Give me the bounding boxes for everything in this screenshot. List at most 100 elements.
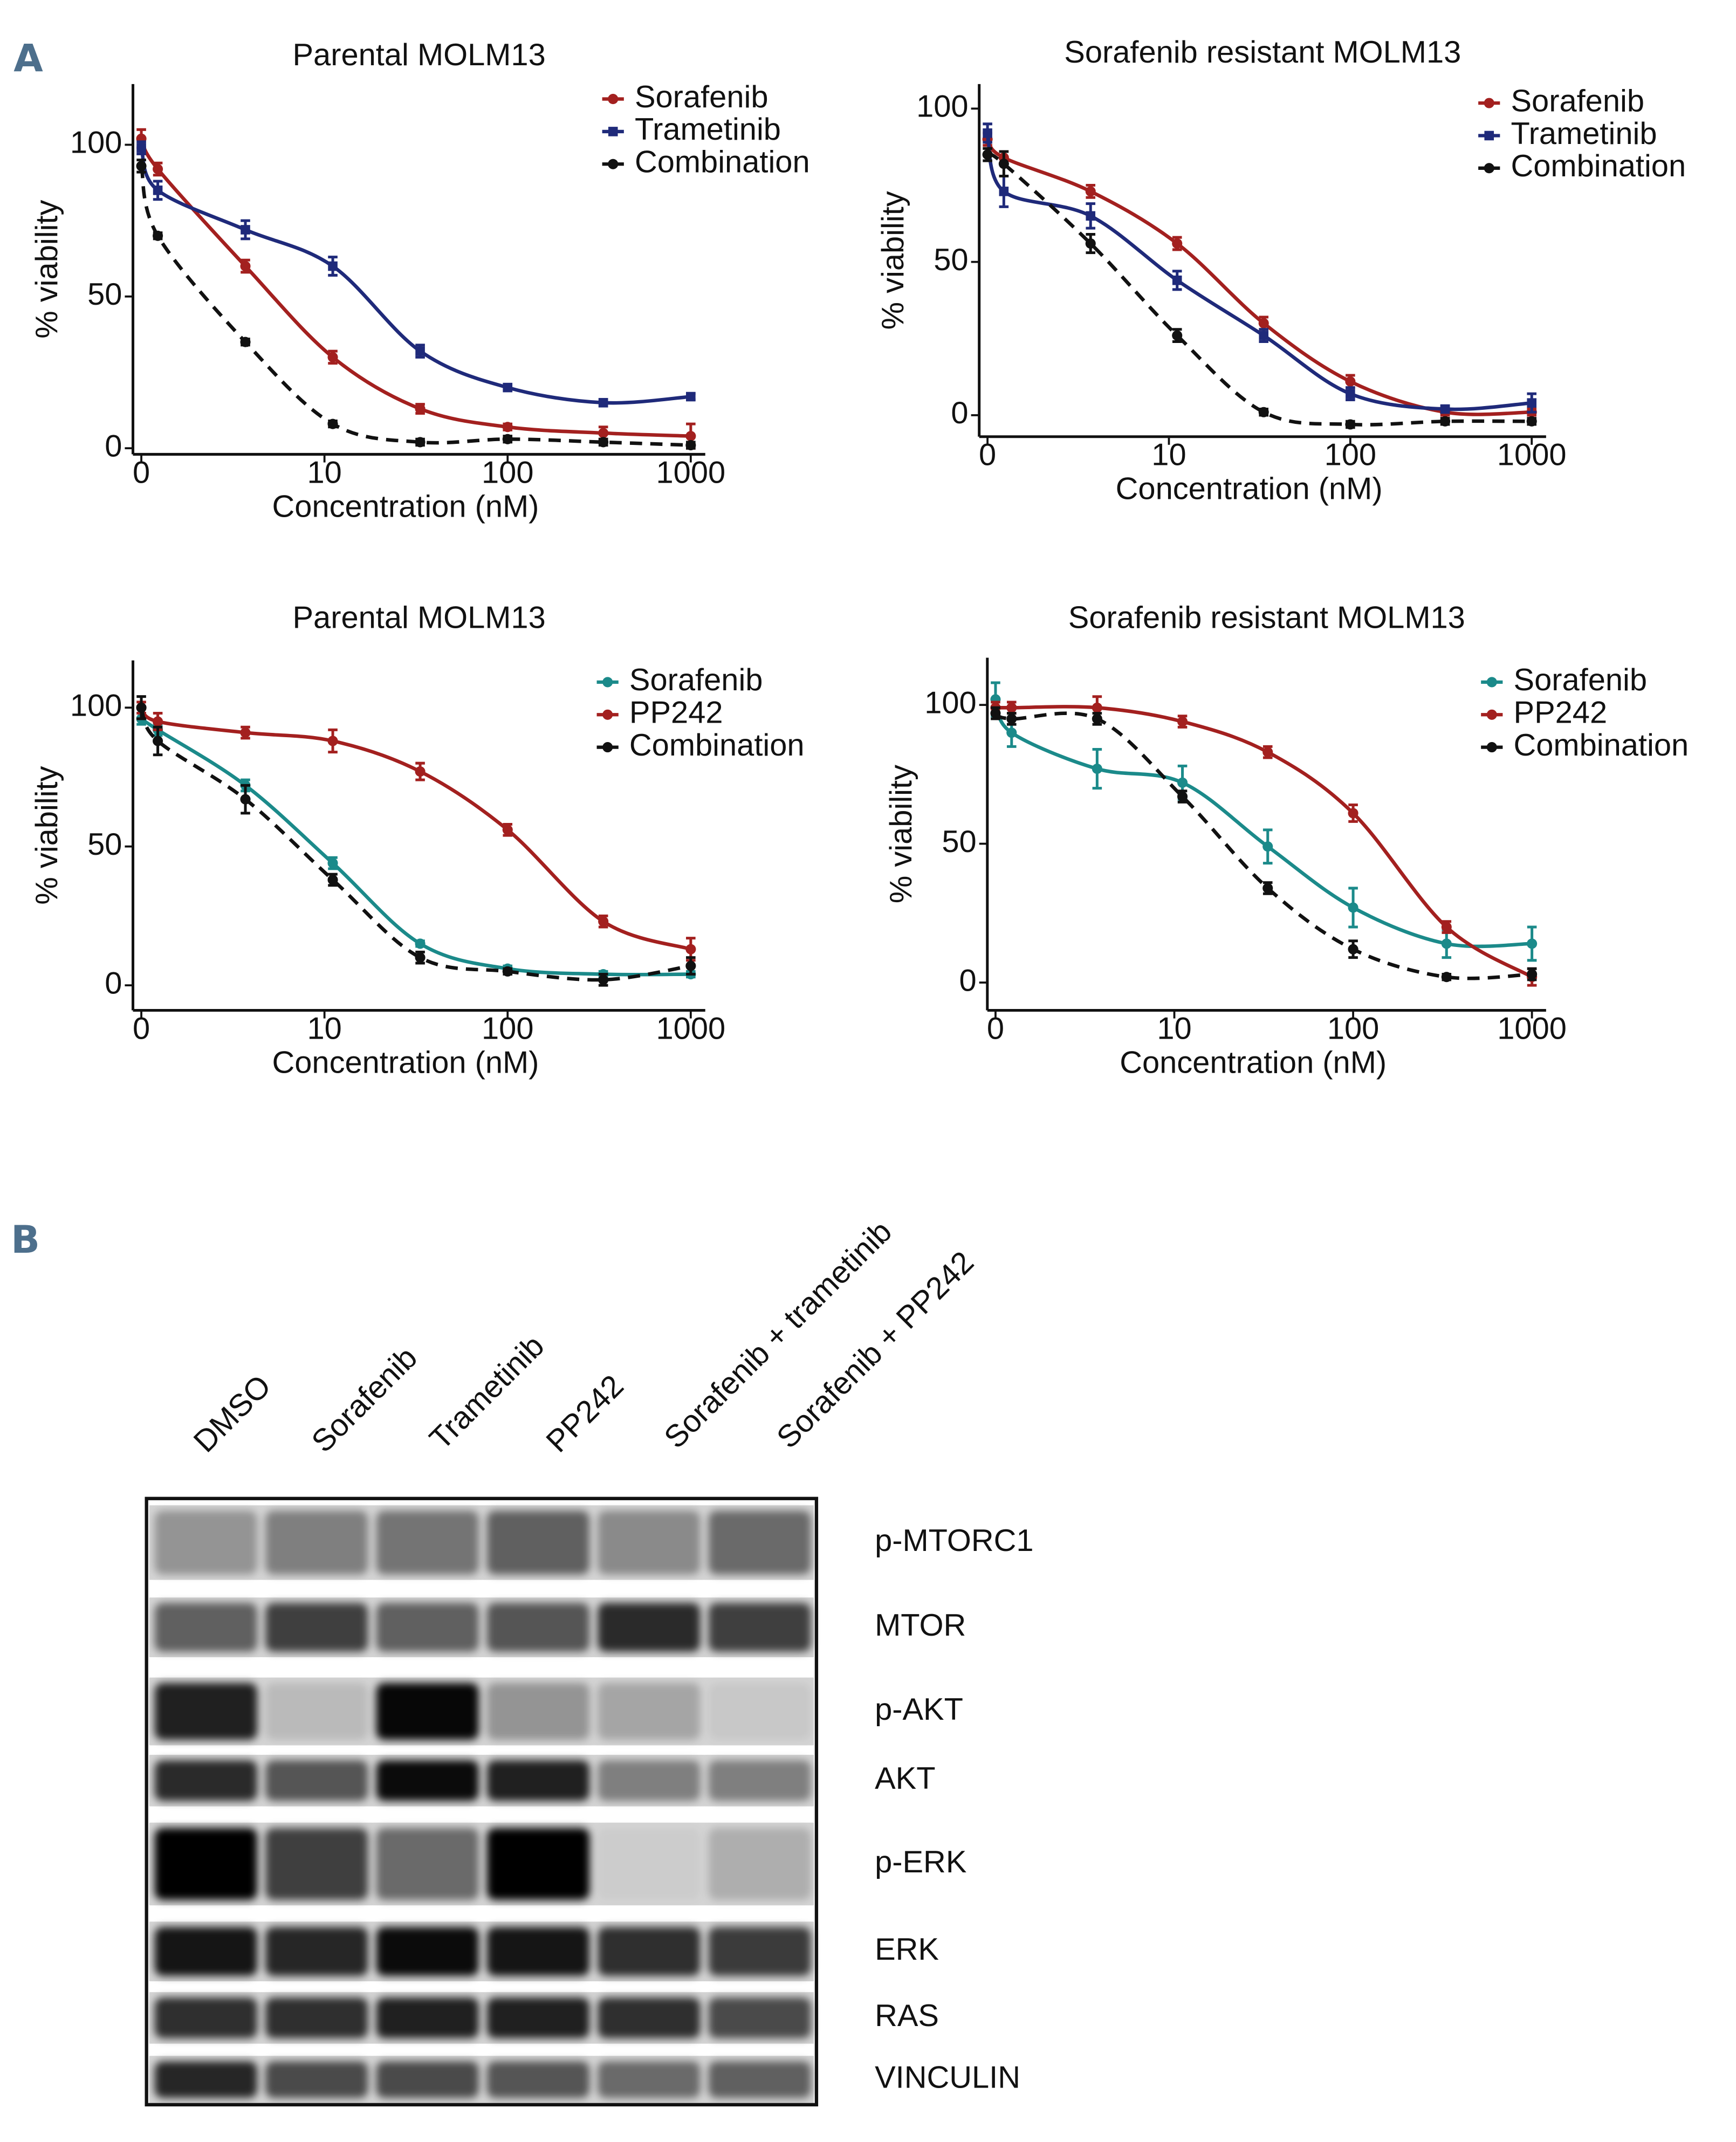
band <box>154 1828 258 1900</box>
blot-strip <box>149 2056 814 2104</box>
marker <box>998 159 1009 169</box>
blot-strip <box>149 1992 814 2044</box>
marker <box>153 736 163 746</box>
y-tick-label: 100 <box>924 685 976 720</box>
band <box>265 1828 368 1900</box>
band <box>486 1997 590 2038</box>
marker <box>415 403 426 414</box>
row-label: p-ERK <box>875 1845 966 1879</box>
y-tick-label: 50 <box>87 277 122 312</box>
marker <box>415 346 425 356</box>
marker <box>685 960 696 971</box>
band <box>598 1997 701 2038</box>
band <box>265 1997 368 2038</box>
marker <box>1258 318 1269 328</box>
band <box>154 1511 258 1575</box>
band <box>265 1511 368 1575</box>
band <box>708 1603 811 1652</box>
curve <box>986 138 1532 416</box>
marker <box>1172 330 1183 341</box>
marker <box>1348 902 1358 913</box>
legend-label: Sorafenib <box>635 80 768 114</box>
lane-label: Trametinib <box>423 1329 551 1457</box>
lane-label: PP242 <box>540 1369 630 1459</box>
band <box>265 2061 368 2098</box>
x-axis-label: Concentration (nM) <box>1120 1045 1387 1080</box>
curve <box>995 705 1533 979</box>
band <box>708 1927 811 1976</box>
row-label: MTOR <box>875 1608 966 1643</box>
band <box>265 1683 368 1740</box>
x-tick-label: 100 <box>482 455 533 490</box>
legend-marker <box>602 709 613 720</box>
x-tick-label: 0 <box>987 1011 1004 1046</box>
curve <box>994 711 1532 980</box>
x-tick-label: 0 <box>133 455 150 490</box>
y-axis-label: % viability <box>30 766 64 904</box>
legend-marker <box>1486 677 1497 688</box>
marker <box>153 230 163 241</box>
curve <box>985 133 1532 411</box>
marker <box>1259 331 1269 340</box>
band <box>376 1760 479 1801</box>
marker <box>1262 747 1273 758</box>
x-tick-label: 10 <box>1151 438 1186 472</box>
marker <box>327 352 338 362</box>
marker <box>598 428 609 438</box>
y-tick-label: 0 <box>105 429 122 463</box>
x-tick-label: 10 <box>307 455 341 490</box>
marker <box>1526 416 1537 427</box>
legend-marker <box>608 94 619 105</box>
marker <box>1006 713 1017 724</box>
band <box>486 2061 590 2098</box>
marker <box>1527 938 1538 949</box>
marker <box>1440 416 1451 427</box>
marker <box>502 825 513 835</box>
band <box>486 1828 590 1900</box>
legend-marker <box>608 127 618 136</box>
row-label: RAS <box>875 1999 939 2033</box>
legend-label: Combination <box>1514 728 1689 763</box>
legend-label: Sorafenib <box>629 663 763 697</box>
x-tick-label: 1000 <box>656 455 726 490</box>
x-axis-label: Concentration (nM) <box>272 1045 539 1080</box>
marker <box>1006 727 1017 738</box>
band <box>154 1760 258 1801</box>
blot-strip <box>149 1921 814 1982</box>
band <box>154 1927 258 1976</box>
legend-marker <box>1484 131 1494 141</box>
marker <box>1262 841 1273 852</box>
marker <box>153 186 163 195</box>
x-tick-label: 100 <box>1325 438 1376 472</box>
marker <box>1345 419 1356 430</box>
marker <box>1346 389 1355 399</box>
lane-label: Sorafenib + PP242 <box>770 1245 980 1456</box>
marker <box>1172 275 1182 285</box>
legend-marker <box>1484 98 1494 108</box>
marker <box>1527 398 1537 408</box>
chart-title: Sorafenib resistant MOLM13 <box>1064 35 1461 70</box>
y-tick-label: 0 <box>959 963 977 998</box>
lane-label: DMSO <box>187 1369 278 1459</box>
y-tick-label: 0 <box>105 966 122 1000</box>
band <box>154 2061 258 2098</box>
marker <box>1527 969 1538 980</box>
x-tick-label: 0 <box>133 1011 150 1046</box>
band <box>376 2061 479 2098</box>
curve <box>986 152 1532 427</box>
y-axis-label: % viability <box>876 191 910 329</box>
legend-label: Sorafenib <box>1511 84 1644 118</box>
curve <box>140 717 691 977</box>
legend-marker <box>602 677 613 688</box>
band <box>265 1760 368 1801</box>
band <box>376 1603 479 1652</box>
row-label: AKT <box>875 1761 935 1796</box>
band <box>708 1511 811 1575</box>
marker <box>685 431 696 442</box>
x-axis-label: Concentration (nM) <box>1116 472 1383 506</box>
legend-marker <box>1484 163 1494 174</box>
blot-strip <box>149 1755 814 1807</box>
panel-label: A <box>13 37 43 81</box>
x-tick-label: 10 <box>307 1011 341 1046</box>
y-tick-label: 100 <box>70 688 122 723</box>
